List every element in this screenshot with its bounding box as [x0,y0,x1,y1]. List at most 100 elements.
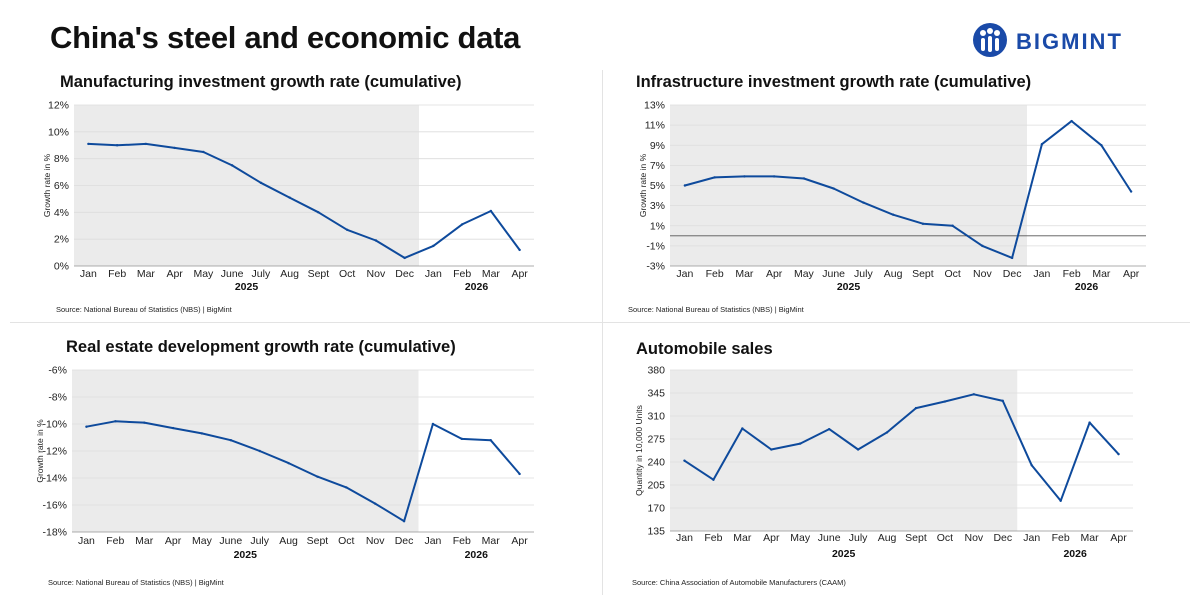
y-tick-label: 9% [650,140,665,152]
data-point [230,164,234,167]
data-point [1001,399,1004,403]
x-tick-label: Nov [366,535,385,547]
y-tick-label: 2% [54,234,69,246]
data-point [345,228,349,231]
x-tick-label: July [854,268,873,280]
y-tick-label: 310 [647,411,665,423]
data-point [114,420,117,423]
y-axis-label: Growth rate in % [35,419,45,483]
data-point [1088,421,1091,424]
y-tick-label: 7% [650,160,665,172]
data-point [802,177,806,180]
data-point [832,187,835,190]
chart-source-manufacturing: Source: National Bureau of Statistics (N… [56,305,232,314]
data-point [489,439,492,442]
x-tick-label: Jan [1033,268,1050,280]
x-tick-label: June [822,268,845,280]
y-tick-label: 275 [647,434,665,446]
x-tick-label: July [252,268,271,280]
x-tick-label: Feb [108,268,126,280]
data-point [171,426,175,430]
data-point [287,461,290,465]
x-tick-label: Feb [106,535,124,547]
data-point [799,442,802,445]
data-point [317,211,320,214]
data-point [741,427,744,430]
data-point [460,437,464,441]
bigmint-logo: BIGMINT [972,22,1162,60]
data-point [743,175,746,178]
x-tick-label: Mar [482,535,501,547]
data-point [683,184,687,187]
y-tick-label: -14% [42,473,67,485]
x-tick-label: Dec [1003,268,1022,280]
x-tick-label: June [818,532,841,544]
y-tick-label: 11% [645,120,665,132]
series-line [85,420,521,523]
x-tick-label: May [193,268,214,280]
y-tick-label: -10% [42,419,67,431]
series-line [683,120,1133,259]
x-tick-label: Sept [307,535,329,547]
data-point [288,196,291,199]
x-tick-label: May [790,532,811,544]
data-point [712,478,715,481]
data-point [1100,144,1103,147]
x-tick-label: Aug [279,535,298,547]
chart-title-automobile: Automobile sales [636,340,773,358]
x-tick-label: June [221,268,244,280]
data-point [772,175,776,178]
x-tick-label: Jan [78,535,95,547]
data-point [518,248,521,252]
y-tick-label: 135 [647,526,665,538]
x-tick-label: Feb [453,535,471,547]
data-point [1070,119,1073,123]
x-tick-label: Feb [453,268,471,280]
data-point [891,213,895,216]
x-tick-label: June [219,535,242,547]
data-point [258,449,261,453]
data-point [402,520,406,523]
chart-source-infrastructure: Source: National Bureau of Statistics (N… [628,305,804,314]
data-point [1129,190,1133,193]
chart-title-manufacturing: Manufacturing investment growth rate (cu… [60,73,462,91]
data-point [403,256,406,260]
data-point [972,393,976,396]
y-tick-label: 240 [647,457,665,469]
x-tick-label: July [250,535,269,547]
x-tick-label: Nov [965,532,984,544]
x-tick-label: Mar [1081,532,1100,544]
y-tick-label: 0% [54,261,69,273]
data-point [489,209,493,213]
x-tick-label: Apr [165,535,182,547]
chart-source-real-estate: Source: National Bureau of Statistics (N… [48,578,224,587]
y-tick-label: 170 [647,503,665,515]
y-tick-label: 380 [647,365,665,377]
y-tick-label: 5% [650,180,665,192]
data-point [1030,464,1033,467]
y-tick-label: -18% [42,527,67,539]
y-tick-label: 205 [647,480,665,492]
x-tick-label: Feb [706,268,724,280]
y-axis-label: Quantity in 10,000 Units [634,405,644,496]
y-tick-label: -12% [42,446,67,458]
data-point [374,239,378,242]
series-line [683,393,1120,502]
data-point [518,472,521,476]
y-axis-label: Growth rate in % [638,153,648,217]
x-tick-label: May [192,535,213,547]
y-tick-label: 13% [644,100,665,112]
x-tick-label: Mar [135,535,154,547]
x-tick-label: Jan [424,535,441,547]
y-tick-label: 4% [54,207,69,219]
y-tick-label: -1% [646,240,665,252]
y-tick-label: -8% [48,392,67,404]
data-point [115,144,119,147]
x-tick-label: Dec [395,268,414,280]
data-point [914,406,918,410]
data-point [921,222,925,225]
data-point [1040,143,1044,146]
series-line [87,142,521,259]
